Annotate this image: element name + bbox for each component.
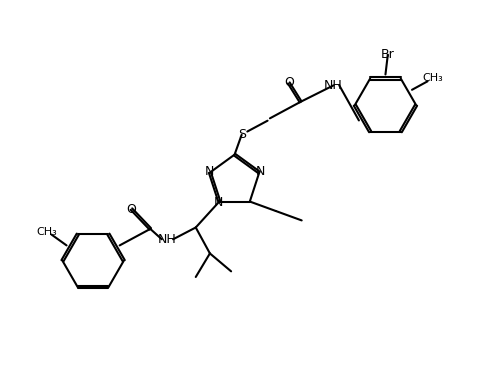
Text: S: S [238, 128, 245, 141]
Text: CH₃: CH₃ [37, 227, 57, 237]
Text: N: N [214, 196, 223, 209]
Text: NH: NH [158, 233, 177, 246]
Text: NH: NH [324, 79, 343, 92]
Text: N: N [256, 165, 265, 178]
Text: N: N [204, 165, 214, 178]
Text: CH₃: CH₃ [423, 73, 444, 83]
Text: O: O [284, 76, 294, 89]
Text: Br: Br [381, 48, 395, 61]
Text: O: O [126, 203, 136, 215]
